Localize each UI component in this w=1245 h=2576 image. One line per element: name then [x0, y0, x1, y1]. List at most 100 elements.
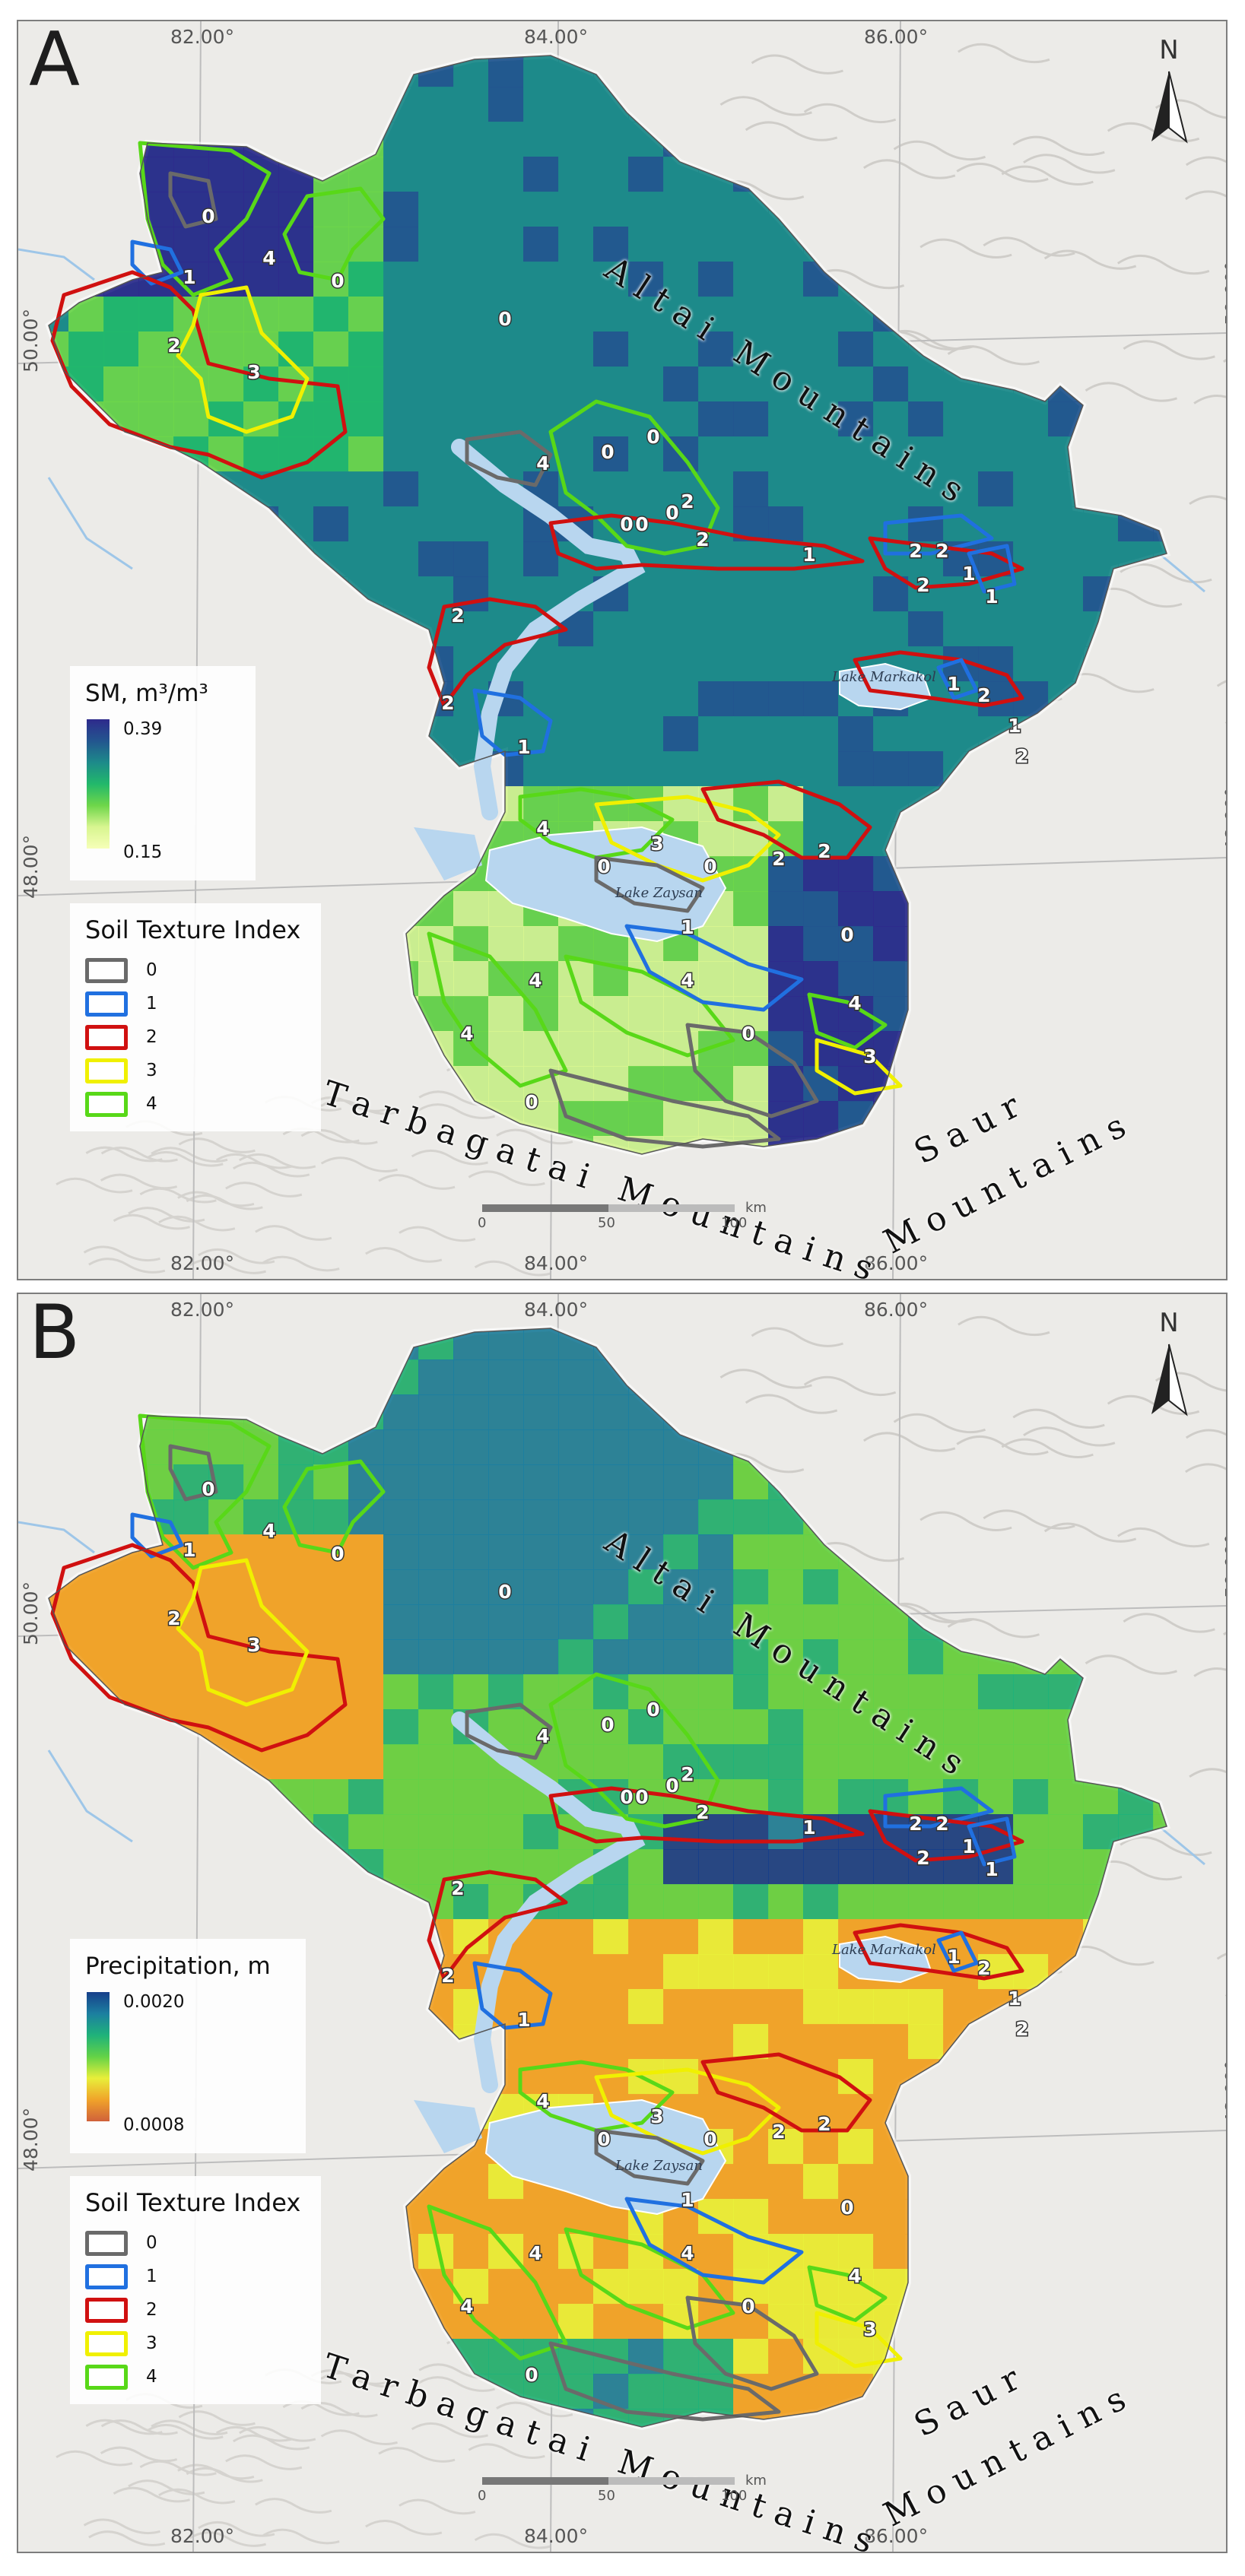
soil-zone-outline [176, 285, 310, 434]
north-arrow-icon: N [1142, 1308, 1196, 1437]
zone-label: 4 [681, 969, 694, 991]
soil-zone-outline [50, 270, 348, 480]
zone-label: 3 [863, 1045, 876, 1068]
zone-label: 2 [977, 1957, 990, 1979]
zone-label: 4 [536, 452, 549, 474]
zone-label: 0 [498, 308, 511, 330]
zone-label: 2 [818, 2113, 831, 2135]
zone-label: 2 [977, 684, 990, 706]
zone-label: 0 [665, 502, 678, 524]
legend-title: Precipitation, m [85, 1953, 271, 1980]
zone-label: 2 [451, 604, 464, 627]
legend-max: 0.0020 [123, 1992, 185, 2012]
soil-zone-outline [815, 1038, 903, 1096]
zone-label: 1 [183, 266, 195, 288]
zone-label: 0 [331, 1543, 344, 1565]
legend-max: 0.39 [123, 719, 163, 739]
zone-label: 1 [517, 2009, 530, 2031]
legend-item: 2 [85, 2293, 321, 2327]
panel-label: B [29, 1293, 81, 1376]
zone-label: 0 [601, 1714, 614, 1736]
zone-label: 2 [681, 490, 694, 512]
soil-zone-outline [868, 536, 1024, 590]
soil-zone-outline [967, 544, 1017, 594]
soil-zone-outline [967, 1816, 1017, 1867]
soil-texture-title: Soil Texture Index [85, 2188, 301, 2217]
river-network [18, 248, 1205, 593]
soil-zone-outline [868, 1809, 1024, 1863]
lake-zaysan-label: Lake Zaysan [615, 2158, 703, 2174]
zone-label: 0 [498, 1581, 511, 1603]
legend-item: 3 [85, 1054, 321, 1087]
zone-label: 1 [985, 585, 998, 608]
zone-label: 0 [742, 2295, 754, 2317]
lake-water [414, 2100, 482, 2153]
soil-zone-outline [427, 597, 568, 708]
zone-label: 4 [529, 2242, 542, 2264]
zone-label: 0 [665, 1775, 678, 1797]
zone-label: 0 [620, 513, 633, 535]
soil-zone-outline [472, 688, 553, 757]
zone-label: 2 [681, 1763, 694, 1785]
zone-label: 2 [696, 1801, 709, 1823]
zone-label: 1 [802, 1816, 815, 1838]
soil-zone-outline [548, 1672, 720, 1829]
legend-min: 0.0008 [123, 2115, 185, 2135]
legend-min: 0.15 [123, 842, 163, 862]
legend-item: 1 [85, 2260, 321, 2293]
zone-label: 1 [962, 1835, 975, 1857]
soil-zone-outline [807, 992, 888, 1050]
north-arrow-icon: N [1142, 35, 1196, 164]
zone-label: 0 [635, 513, 648, 535]
zone-label: 4 [529, 969, 542, 991]
zone-label: 4 [536, 2090, 549, 2112]
lat-label-right: 50.00° [1221, 261, 1228, 325]
legend-item: 0 [85, 2226, 321, 2260]
zone-label: 0 [840, 2197, 853, 2219]
legend-item: 2 [85, 1020, 321, 1054]
soil-zone-outline [815, 2311, 903, 2368]
soil-zone-outline [807, 2265, 888, 2323]
soil-zone-outline [548, 1786, 865, 1844]
soil-zone-outline [624, 2197, 804, 2285]
soil-zone-outline [548, 399, 720, 556]
lat-label-left: 50.00° [20, 308, 42, 373]
lat-label-left: 48.00° [20, 834, 42, 899]
zone-label: 4 [536, 1725, 549, 1747]
zone-label: 2 [451, 1877, 464, 1899]
zone-label: 0 [202, 1478, 214, 1500]
zone-label: 1 [985, 1858, 998, 1880]
zone-label: 2 [818, 840, 831, 862]
legend-item: 0 [85, 953, 321, 987]
soil-zone-outline [427, 931, 568, 1088]
zone-label: 2 [909, 540, 922, 562]
river-network [18, 1521, 1205, 1866]
soil-zone-outline [465, 430, 553, 487]
soil-zone-outline [138, 1413, 272, 1570]
zone-label: 0 [646, 426, 659, 448]
lon-label-top: 82.00° [170, 1299, 235, 1321]
soil-zone-outline [472, 1961, 553, 2030]
zone-label: 2 [167, 1607, 180, 1629]
zone-label: 0 [635, 1786, 648, 1808]
soil-zone-outline [936, 658, 979, 700]
zone-label: 0 [202, 205, 214, 227]
lat-label-right: 50.00° [1221, 1534, 1228, 1598]
lon-label-bottom: 82.00° [170, 1252, 235, 1274]
soil-texture-zones [50, 141, 1024, 1149]
zone-label: 1 [681, 2189, 694, 2211]
soil-zone-outline [138, 141, 272, 297]
zone-label: 2 [916, 574, 929, 596]
zone-label: 0 [703, 855, 716, 877]
legend-item: 4 [85, 2360, 321, 2394]
soil-zone-outline [853, 650, 1024, 708]
zone-label: 2 [441, 692, 454, 714]
zone-label: 2 [935, 540, 948, 562]
panel-label: A [29, 20, 81, 103]
lon-label-top: 82.00° [170, 26, 235, 48]
soil-zone-outline [548, 513, 865, 571]
value-legend: SM, m³/m³ 0.39 0.15 [70, 666, 256, 880]
